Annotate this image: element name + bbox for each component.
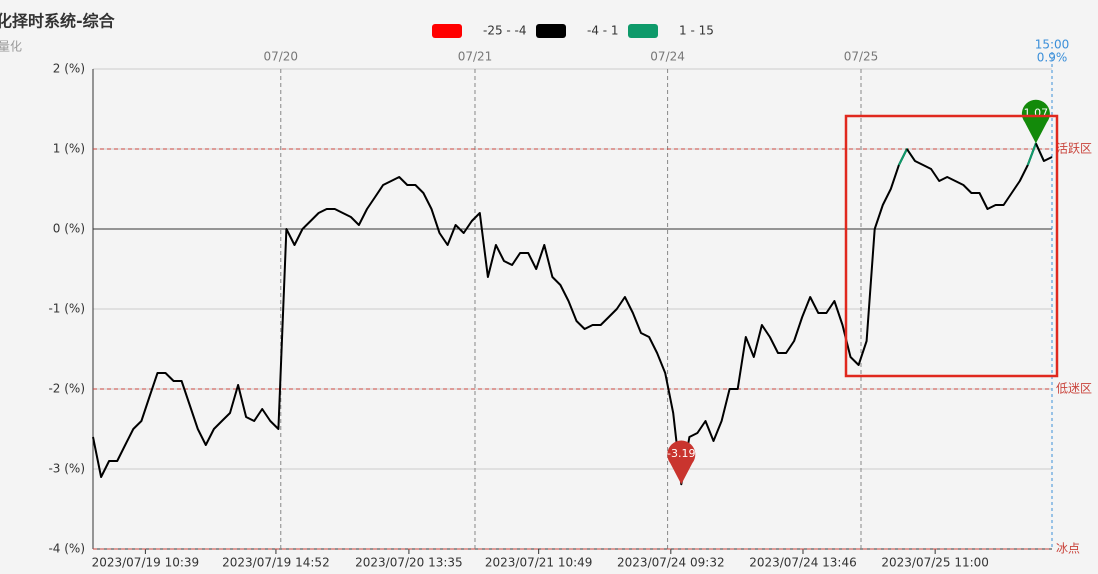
y-tick-label: 2 (%) <box>53 62 85 76</box>
x-tick-label: 2023/07/21 10:49 <box>485 556 593 570</box>
y-tick-label: -3 (%) <box>48 462 85 476</box>
line <box>1034 142 1053 162</box>
pin <box>667 440 696 485</box>
mark-line-label: 活跃区 <box>1056 142 1092 156</box>
chart-subtitle: 量化 <box>0 40 22 54</box>
legend-swatch <box>432 24 462 38</box>
line <box>906 143 1037 210</box>
highlight-box <box>844 114 1059 378</box>
mark-line-label: 低迷区 <box>1056 382 1092 396</box>
y-tick-label: 0 (%) <box>53 222 85 236</box>
end-time: 15:00 <box>1035 38 1070 52</box>
day-label: 07/24 <box>650 50 685 64</box>
pin-label: 1.07 <box>1024 106 1049 119</box>
legend-label: 1 - 15 <box>679 24 714 38</box>
end-value: 0.9% <box>1037 51 1068 65</box>
day-label: 07/21 <box>458 50 493 64</box>
x-tick-label: 2023/07/19 14:52 <box>222 556 330 570</box>
day-label: 07/25 <box>844 50 879 64</box>
x-tick-label: 2023/07/25 11:00 <box>881 556 989 570</box>
pin-label: -3.19 <box>667 447 695 460</box>
mark-line-label: 冰点 <box>1056 542 1080 556</box>
line <box>92 148 908 486</box>
x-tick-label: 2023/07/19 10:39 <box>92 556 200 570</box>
legend-label: -25 - -4 <box>483 24 527 38</box>
chart-title: 化择时系统-综合 <box>0 12 116 31</box>
day-label: 07/20 <box>263 50 298 64</box>
y-tick-label: -4 (%) <box>48 542 85 556</box>
x-tick-label: 2023/07/24 09:32 <box>617 556 725 570</box>
y-tick-label: 1 (%) <box>53 142 85 156</box>
legend-swatch <box>536 24 566 38</box>
x-tick-label: 2023/07/20 13:35 <box>355 556 463 570</box>
x-tick-label: 2023/07/24 13:46 <box>749 556 857 570</box>
y-tick-label: -2 (%) <box>48 382 85 396</box>
pin <box>1021 99 1050 144</box>
y-tick-label: -1 (%) <box>48 302 85 316</box>
legend-label: -4 - 1 <box>587 24 619 38</box>
legend-swatch <box>628 24 658 38</box>
